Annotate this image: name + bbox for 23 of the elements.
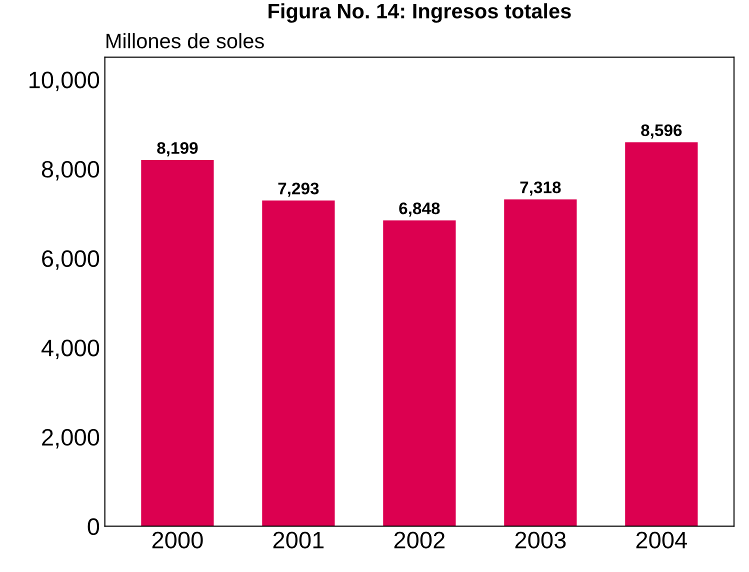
data-label: 8,199: [157, 142, 198, 156]
bar: [141, 160, 214, 526]
x-tick-label: 2000: [152, 532, 203, 548]
y-axis-title: Millones de soles: [106, 33, 264, 48]
bar: [504, 199, 577, 526]
chart-title: Figura No. 14: Ingresos totales: [268, 3, 571, 23]
bar: [383, 220, 456, 526]
y-tick-label: 4,000: [41, 340, 100, 360]
data-label: 7,293: [278, 182, 319, 197]
bar: [262, 200, 335, 526]
y-tick-label: 10,000: [30, 72, 100, 92]
data-label: 8,596: [641, 124, 682, 139]
bar: [625, 142, 698, 526]
x-tick-label: 2001: [273, 532, 324, 548]
y-tick-label: 0: [88, 518, 100, 536]
data-label: 6,848: [399, 202, 440, 217]
x-tick-label: 2003: [515, 532, 566, 548]
y-tick-label: 2,000: [42, 428, 100, 448]
y-tick-label: 8,000: [42, 160, 100, 180]
y-tick-label: 6,000: [42, 250, 100, 270]
x-tick-label: 2002: [394, 532, 445, 548]
data-label: 7,318: [520, 181, 561, 196]
x-tick-label: 2004: [636, 532, 687, 548]
